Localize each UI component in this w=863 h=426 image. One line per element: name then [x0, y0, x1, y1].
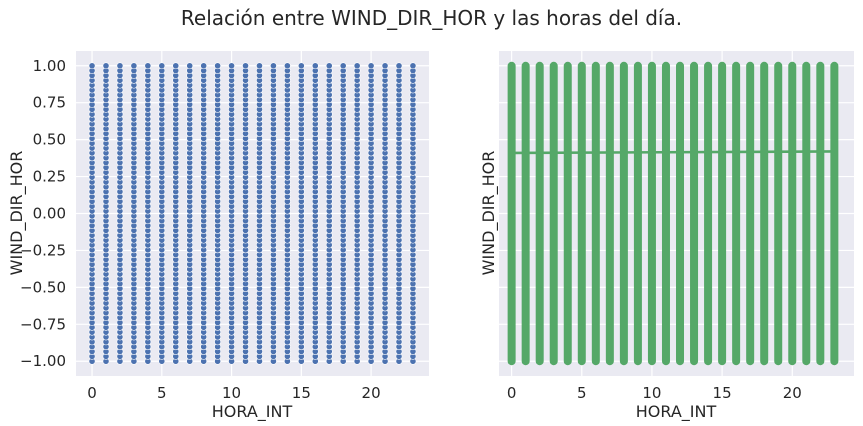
y-tick-label: −0.25 [20, 241, 66, 259]
scatter-point [228, 62, 235, 70]
y-tick-label: −0.50 [20, 278, 66, 296]
scatter-point [283, 62, 291, 70]
x-tick-label: 20 [783, 384, 802, 402]
x-tick-label: 15 [713, 384, 732, 402]
scatter-point [116, 62, 124, 70]
scatter-point [172, 62, 180, 70]
x-tick-label: 10 [222, 384, 241, 402]
scatter-point [395, 62, 403, 70]
scatter-point [381, 62, 389, 70]
x-axis-label: HORA_INT [636, 402, 717, 422]
scatter-point [214, 62, 222, 70]
y-tick-label: −1.00 [20, 352, 66, 370]
scatter-plot-left: 0 5 10 15 20 −1.00 −0.75 −0.50 −0.25 0.00 0.25 0.50… [7, 51, 429, 422]
x-tick-label: 15 [292, 384, 311, 402]
y-tick-label: 0.00 [33, 205, 66, 223]
x-tick-label: 20 [362, 384, 381, 402]
scatter-point [186, 62, 194, 70]
y-tick-label: 0.75 [33, 94, 66, 112]
x-tick-label: 5 [157, 384, 167, 402]
x-tick-label: 0 [507, 384, 517, 402]
x-axis-label: HORA_INT [212, 402, 293, 422]
scatter-point [102, 62, 110, 70]
y-tick-label: 0.50 [33, 131, 66, 149]
scatter-point [144, 62, 152, 70]
scatter-point [325, 62, 333, 70]
regression-line [511, 150, 835, 155]
scatter-point [409, 62, 417, 70]
scatter-point [158, 62, 166, 70]
y-axis-label: WIND_DIR_HOR [479, 151, 499, 276]
scatter-point [311, 62, 319, 70]
scatter-point [256, 62, 263, 70]
scatter-point [130, 62, 138, 70]
y-tick-label: 0.25 [33, 168, 66, 186]
x-tick-label: 10 [642, 384, 661, 402]
y-axis-label: WIND_DIR_HOR [7, 151, 27, 276]
scatter-point [270, 62, 277, 70]
y-tick-label: 1.00 [33, 57, 66, 75]
scatter-point [297, 62, 305, 70]
figure-title: Relación entre WIND_DIR_HOR y las horas … [180, 6, 683, 30]
y-tick-label: −0.75 [20, 315, 66, 333]
scatter-point [353, 62, 361, 70]
scatter-point [200, 62, 208, 70]
scatter-point [339, 62, 347, 70]
x-tick-label: 0 [87, 384, 97, 402]
scatter-point [367, 62, 375, 70]
scatter-point [88, 62, 96, 70]
x-tick-label: 5 [577, 384, 587, 402]
scatter-point [242, 62, 249, 70]
scatter-plot-right: 0 5 10 15 20 HORA_INT WIND_DIR_HOR [479, 51, 854, 422]
